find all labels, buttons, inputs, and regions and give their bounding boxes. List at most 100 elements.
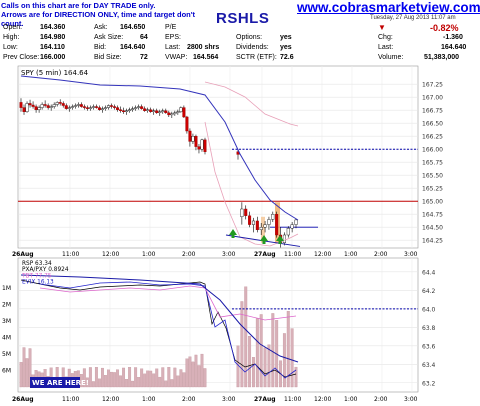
price-tick-label: 165.75 (422, 160, 443, 167)
volume-bar (110, 371, 113, 388)
candle-body (134, 107, 138, 109)
candle-body (194, 135, 198, 147)
volume-bar (182, 372, 186, 388)
volume-bar (88, 367, 92, 388)
candle-body (146, 109, 150, 111)
volume-bar (97, 378, 101, 388)
lower-xtick-label: 11:00 (62, 396, 79, 403)
candle-body (64, 105, 68, 109)
lower-xtick-label: 26Aug (12, 396, 34, 403)
volume-tick-label: 5M (2, 351, 11, 358)
candle-body (140, 106, 144, 109)
price-xtick-label: 3:00 (222, 251, 236, 258)
volume-bar (82, 368, 86, 388)
candle-body (58, 102, 62, 104)
volume-value: 51,383,000 (424, 54, 460, 61)
lower-tick-label: 63.4 (422, 362, 436, 369)
candle-body (275, 213, 279, 236)
volume-bar (143, 373, 147, 388)
eps-label: EPS: (165, 34, 181, 41)
volume-bar (185, 358, 189, 388)
candle-body (182, 107, 186, 118)
up-arrow-icon (229, 229, 237, 238)
candle-body (100, 108, 104, 110)
price-xtick-label: 2:00 (374, 251, 388, 258)
lastprice-value: 164.640 (441, 44, 467, 51)
volume-bar (155, 368, 159, 388)
quote-panel: Open: 164.360 Ask: 164.650 P/E High: 164… (0, 23, 480, 65)
options-value: yes (280, 34, 292, 41)
options-label: Options: (236, 34, 263, 41)
candle-body (67, 107, 71, 109)
candle-body (155, 110, 159, 114)
lower-band-line (204, 121, 299, 247)
lower-tick-label: 64.2 (422, 288, 436, 295)
candle-body (106, 105, 110, 108)
price-tick-label: 165.25 (422, 186, 443, 193)
candle-body (251, 220, 255, 225)
candle-body (91, 106, 95, 108)
volume-bar (119, 375, 122, 388)
volume-bar (252, 357, 255, 388)
volume-bar (122, 367, 126, 388)
candle-body (164, 110, 168, 114)
price-tick-label: 167.00 (422, 95, 443, 102)
candle-body (200, 139, 204, 150)
up-arrow-icon (276, 235, 284, 244)
candle-body (22, 107, 26, 112)
bidsize-label: Bid Size: (94, 54, 122, 61)
price-xtick-label: 1:00 (344, 251, 358, 258)
up-arrow-icon (260, 235, 268, 244)
bid-value: 164.640 (120, 44, 146, 51)
candle-body (203, 139, 207, 152)
low-value: 164.110 (40, 44, 65, 51)
volume-bar (158, 376, 162, 388)
volume-bar (134, 367, 138, 388)
candle-body (61, 103, 65, 106)
dividends-label: Dividends: (236, 44, 269, 51)
candle-body (122, 110, 126, 112)
candle-body (173, 112, 177, 115)
candle-body (34, 106, 38, 110)
candle-body (244, 208, 248, 216)
chg-down-icon: ▼ (378, 23, 386, 32)
volume-bar (240, 301, 244, 388)
volume-bar (113, 372, 116, 388)
candle-body (97, 107, 101, 110)
lower-xtick-label: 2:00 (182, 396, 196, 403)
volume-bar (282, 333, 286, 388)
rsp-line (20, 279, 297, 378)
website-link[interactable]: www.cobrasmarketview.com (297, 0, 480, 15)
volume-tick-label: 3M (2, 318, 11, 325)
moving-average-line (20, 75, 299, 221)
price-legend: SPY (5 min) 164.64 (21, 69, 89, 77)
candle-body (282, 234, 286, 244)
volume-bar (149, 370, 153, 388)
disclaimer-text: Calls on this chart are for DAY TRADE on… (1, 1, 219, 28)
last-label: Last: (165, 44, 181, 51)
lower-xtick-label: 11:00 (284, 396, 301, 403)
candle-body (161, 110, 165, 112)
lower-ma-line (20, 274, 299, 363)
candle-body (79, 104, 83, 107)
price-tick-label: 166.50 (422, 121, 443, 128)
candle-body (28, 103, 32, 106)
open-label: Open: (3, 24, 23, 31)
sctr-value: 72.6 (280, 54, 294, 61)
chg-value: -1.360 (443, 34, 463, 41)
price-tick-label: 166.00 (422, 147, 443, 154)
lower-xtick-label: 12:00 (314, 396, 331, 403)
candle-body (263, 224, 267, 228)
candle-body (25, 103, 29, 112)
volume-bar (188, 356, 192, 388)
volume-bar (248, 335, 252, 388)
candle-body (188, 130, 192, 142)
lower-xtick-label: 2:00 (374, 396, 388, 403)
price-tick-label: 165.00 (422, 199, 443, 206)
candle-body (143, 108, 147, 111)
candle-body (82, 106, 86, 108)
volume-bar (191, 361, 195, 388)
lower-tick-label: 64.4 (422, 269, 436, 276)
candle-body (116, 107, 120, 110)
price-xtick-label: 11:00 (284, 251, 301, 258)
